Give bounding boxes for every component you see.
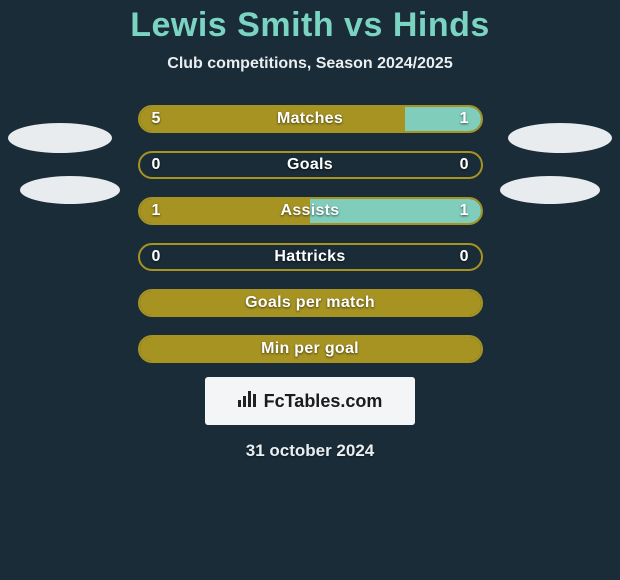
- stat-value-right: 0: [460, 156, 469, 174]
- source-badge: FcTables.com: [205, 377, 415, 425]
- stat-bar-track: 0 0 Hattricks: [138, 243, 483, 271]
- stat-row: 0 0 Goals: [0, 151, 620, 179]
- stat-label: Hattricks: [274, 248, 345, 266]
- stat-label: Min per goal: [261, 340, 359, 358]
- stat-bar-fill-left: [140, 107, 406, 131]
- stat-bar-track: Min per goal: [138, 335, 483, 363]
- source-badge-text: FcTables.com: [264, 391, 383, 412]
- stat-value-left: 5: [152, 110, 161, 128]
- page-title: Lewis Smith vs Hinds: [130, 6, 490, 45]
- stat-label: Matches: [277, 110, 343, 128]
- stat-label: Goals: [287, 156, 333, 174]
- date-text: 31 october 2024: [246, 441, 375, 461]
- stat-value-left: 0: [152, 248, 161, 266]
- stat-row: Min per goal: [0, 335, 620, 363]
- stat-label: Assists: [280, 202, 339, 220]
- stat-label: Goals per match: [245, 294, 375, 312]
- stat-row: 1 1 Assists: [0, 197, 620, 225]
- stat-bar-track: 0 0 Goals: [138, 151, 483, 179]
- stat-value-left: 1: [152, 202, 161, 220]
- stat-bar-track: 5 1 Matches: [138, 105, 483, 133]
- stat-value-right: 1: [460, 202, 469, 220]
- subtitle: Club competitions, Season 2024/2025: [167, 55, 452, 73]
- stat-value-right: 1: [460, 110, 469, 128]
- comparison-card: Lewis Smith vs Hinds Club competitions, …: [0, 0, 620, 580]
- stat-row: Goals per match: [0, 289, 620, 317]
- stat-row: 0 0 Hattricks: [0, 243, 620, 271]
- stat-value-left: 0: [152, 156, 161, 174]
- stat-bar-track: Goals per match: [138, 289, 483, 317]
- stat-bar-track: 1 1 Assists: [138, 197, 483, 225]
- stat-row: 5 1 Matches: [0, 105, 620, 133]
- stat-value-right: 0: [460, 248, 469, 266]
- stat-bar-fill-right: [405, 107, 480, 131]
- bar-chart-icon: [238, 391, 258, 412]
